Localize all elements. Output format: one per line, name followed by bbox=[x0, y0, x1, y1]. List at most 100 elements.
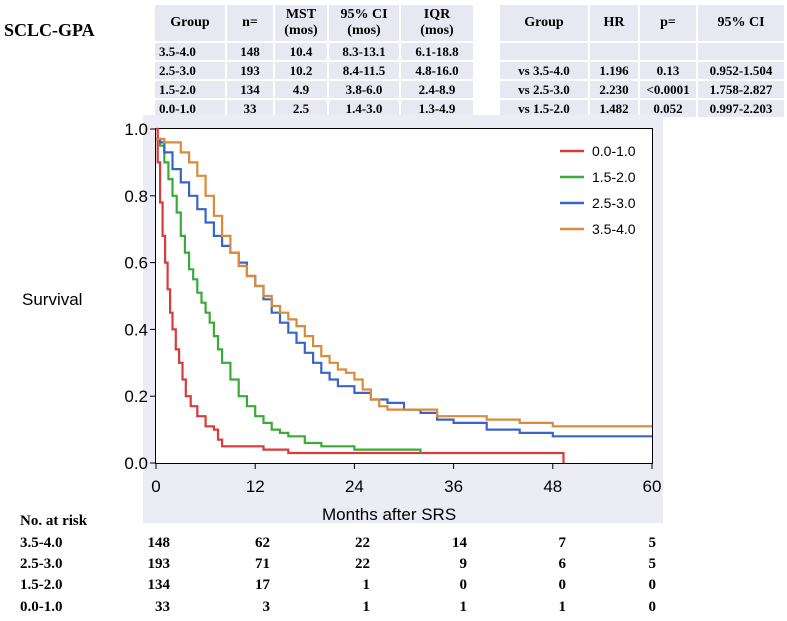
cell: 193 bbox=[227, 62, 273, 79]
cell: 3.8-6.0 bbox=[329, 81, 399, 98]
x-tick-label: 24 bbox=[345, 477, 364, 496]
cell: 33 bbox=[227, 100, 273, 117]
risk-table-title: No. at risk bbox=[20, 513, 88, 529]
chart-title: SCLC-GPA bbox=[4, 20, 95, 40]
risk-group-label: 3.5-4.0 bbox=[20, 535, 63, 551]
header-mst: MST (mos) bbox=[275, 5, 327, 41]
stats-table-right: Group HR p= 95% CI vs 3.5-4.0 1.196 0.13… bbox=[498, 3, 786, 119]
cell: 8.3-13.1 bbox=[329, 43, 399, 60]
risk-value: 1 bbox=[362, 599, 371, 615]
cell bbox=[698, 43, 784, 60]
cell: vs 1.5-2.0 bbox=[500, 100, 588, 117]
risk-value: 0 bbox=[558, 577, 567, 593]
x-tick-label: 60 bbox=[643, 477, 662, 496]
y-tick-label: 0.0 bbox=[124, 454, 148, 473]
cell: 10.2 bbox=[275, 62, 327, 79]
cell: 1.5-2.0 bbox=[155, 81, 225, 98]
cell: 1.196 bbox=[590, 62, 638, 79]
stats-left-header-row: Group n= MST (mos) 95% CI (mos) IQR (mos) bbox=[155, 5, 473, 41]
stats-right-row: vs 2.5-3.0 2.230 <0.0001 1.758-2.827 bbox=[500, 81, 784, 98]
header-n: n= bbox=[227, 5, 273, 41]
risk-value: 3 bbox=[262, 599, 271, 615]
cell: 1.4-3.0 bbox=[329, 100, 399, 117]
risk-value: 33 bbox=[155, 599, 170, 615]
header-iqr: IQR (mos) bbox=[401, 5, 473, 41]
risk-value: 193 bbox=[147, 556, 171, 572]
legend-label: 2.5-3.0 bbox=[592, 195, 636, 211]
risk-value: 9 bbox=[459, 556, 468, 572]
y-tick-label: 1.0 bbox=[124, 120, 148, 139]
cell: 148 bbox=[227, 43, 273, 60]
header-ci: 95% CI bbox=[698, 5, 784, 41]
risk-group-label: 1.5-2.0 bbox=[20, 577, 63, 593]
km-curve-2.5-3.0 bbox=[156, 137, 652, 438]
cell: <0.0001 bbox=[640, 81, 696, 98]
stats-table-left: Group n= MST (mos) 95% CI (mos) IQR (mos) 3… bbox=[153, 3, 475, 119]
cell: 2.5-3.0 bbox=[155, 62, 225, 79]
risk-value: 134 bbox=[147, 577, 171, 593]
x-axis-label: Months after SRS bbox=[322, 505, 457, 524]
risk-value: 1 bbox=[459, 599, 468, 615]
header-p: p= bbox=[640, 5, 696, 41]
legend-label: 1.5-2.0 bbox=[592, 169, 636, 185]
risk-value: 22 bbox=[355, 535, 370, 551]
risk-value: 14 bbox=[452, 535, 467, 551]
y-axis-label: Survival bbox=[22, 290, 83, 309]
risk-value: 7 bbox=[558, 535, 567, 551]
km-curve-1.5-2.0 bbox=[156, 137, 422, 453]
risk-value: 22 bbox=[355, 556, 370, 572]
stats-left-row: 1.5-2.0 134 4.9 3.8-6.0 2.4-8.9 bbox=[155, 81, 473, 98]
stats-right-row: vs 3.5-4.0 1.196 0.13 0.952-1.504 bbox=[500, 62, 784, 79]
header-hr: HR bbox=[590, 5, 638, 41]
km-curve-0.0-1.0 bbox=[156, 127, 565, 463]
risk-value: 71 bbox=[255, 556, 270, 572]
cell: 4.9 bbox=[275, 81, 327, 98]
km-curve-3.5-4.0 bbox=[156, 137, 652, 428]
cell: 0.13 bbox=[640, 62, 696, 79]
risk-value: 0 bbox=[648, 599, 657, 615]
x-tick-label: 0 bbox=[151, 477, 160, 496]
risk-row: 0.0-1.0 33 3 1 1 1 0 bbox=[0, 599, 787, 619]
stats-right-header-row: Group HR p= 95% CI bbox=[500, 5, 784, 41]
cell bbox=[590, 43, 638, 60]
risk-value: 6 bbox=[558, 556, 567, 572]
cell: 2.5 bbox=[275, 100, 327, 117]
cell: 2.230 bbox=[590, 81, 638, 98]
cell: 0.997-2.203 bbox=[698, 100, 784, 117]
cell: 0.052 bbox=[640, 100, 696, 117]
cell bbox=[640, 43, 696, 60]
cell: 0.952-1.504 bbox=[698, 62, 784, 79]
y-tick-label: 0.4 bbox=[124, 320, 148, 339]
stats-left-row: 2.5-3.0 193 10.2 8.4-11.5 4.8-16.0 bbox=[155, 62, 473, 79]
risk-value: 0 bbox=[459, 577, 468, 593]
legend-label: 0.0-1.0 bbox=[592, 143, 636, 159]
cell: 1.3-4.9 bbox=[401, 100, 473, 117]
risk-group-label: 2.5-3.0 bbox=[20, 556, 63, 572]
cell: 6.1-18.8 bbox=[401, 43, 473, 60]
risk-row: 1.5-2.0 134 17 1 0 0 0 bbox=[0, 577, 787, 597]
risk-value: 62 bbox=[255, 535, 270, 551]
y-tick-label: 0.2 bbox=[124, 387, 148, 406]
risk-row: 2.5-3.0 193 71 22 9 6 5 bbox=[0, 556, 787, 576]
cell bbox=[500, 43, 588, 60]
stats-left-row: 3.5-4.0 148 10.4 8.3-13.1 6.1-18.8 bbox=[155, 43, 473, 60]
risk-value: 5 bbox=[648, 535, 657, 551]
risk-value: 148 bbox=[147, 535, 171, 551]
x-tick-label: 36 bbox=[444, 477, 463, 496]
y-tick-label: 0.8 bbox=[124, 187, 148, 206]
risk-value: 1 bbox=[362, 577, 371, 593]
stats-left-row: 0.0-1.0 33 2.5 1.4-3.0 1.3-4.9 bbox=[155, 100, 473, 117]
risk-value: 17 bbox=[255, 577, 270, 593]
cell: vs 3.5-4.0 bbox=[500, 62, 588, 79]
risk-value: 0 bbox=[648, 577, 657, 593]
cell: 0.0-1.0 bbox=[155, 100, 225, 117]
y-tick-label: 0.6 bbox=[124, 254, 148, 273]
header-group: Group bbox=[500, 5, 588, 41]
stats-right-row: vs 1.5-2.0 1.482 0.052 0.997-2.203 bbox=[500, 100, 784, 117]
risk-value: 5 bbox=[648, 556, 657, 572]
cell: 1.758-2.827 bbox=[698, 81, 784, 98]
risk-row: 3.5-4.0 148 62 22 14 7 5 bbox=[0, 535, 787, 555]
header-ci: 95% CI (mos) bbox=[329, 5, 399, 41]
cell: 134 bbox=[227, 81, 273, 98]
